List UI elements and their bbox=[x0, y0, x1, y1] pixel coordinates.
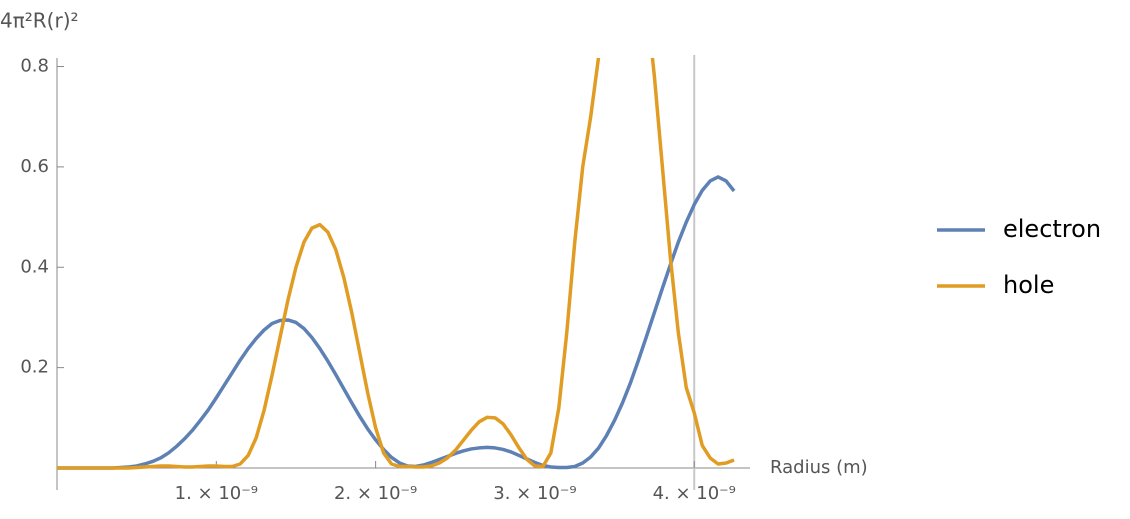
x-tick-label: 4. × 10⁻⁹ bbox=[653, 483, 736, 504]
series-line bbox=[57, 175, 736, 470]
y-tick-label: 0.4 bbox=[20, 256, 49, 277]
series-line bbox=[57, 58, 735, 470]
y-tick-label: 0.8 bbox=[20, 56, 49, 77]
y-axis-label: 4π²R(r)² bbox=[0, 9, 79, 33]
legend-label: electron bbox=[1003, 215, 1101, 243]
x-tick-label: 2. × 10⁻⁹ bbox=[334, 483, 417, 504]
legend-label: hole bbox=[1003, 271, 1054, 299]
plot-lines bbox=[57, 58, 736, 470]
x-axis-label: Radius (m) bbox=[770, 457, 868, 478]
y-tick-label: 0.2 bbox=[20, 357, 49, 378]
y-tick-label: 0.6 bbox=[20, 156, 49, 177]
x-tick-label: 3. × 10⁻⁹ bbox=[493, 483, 576, 504]
x-tick-label: 1. × 10⁻⁹ bbox=[175, 483, 258, 504]
